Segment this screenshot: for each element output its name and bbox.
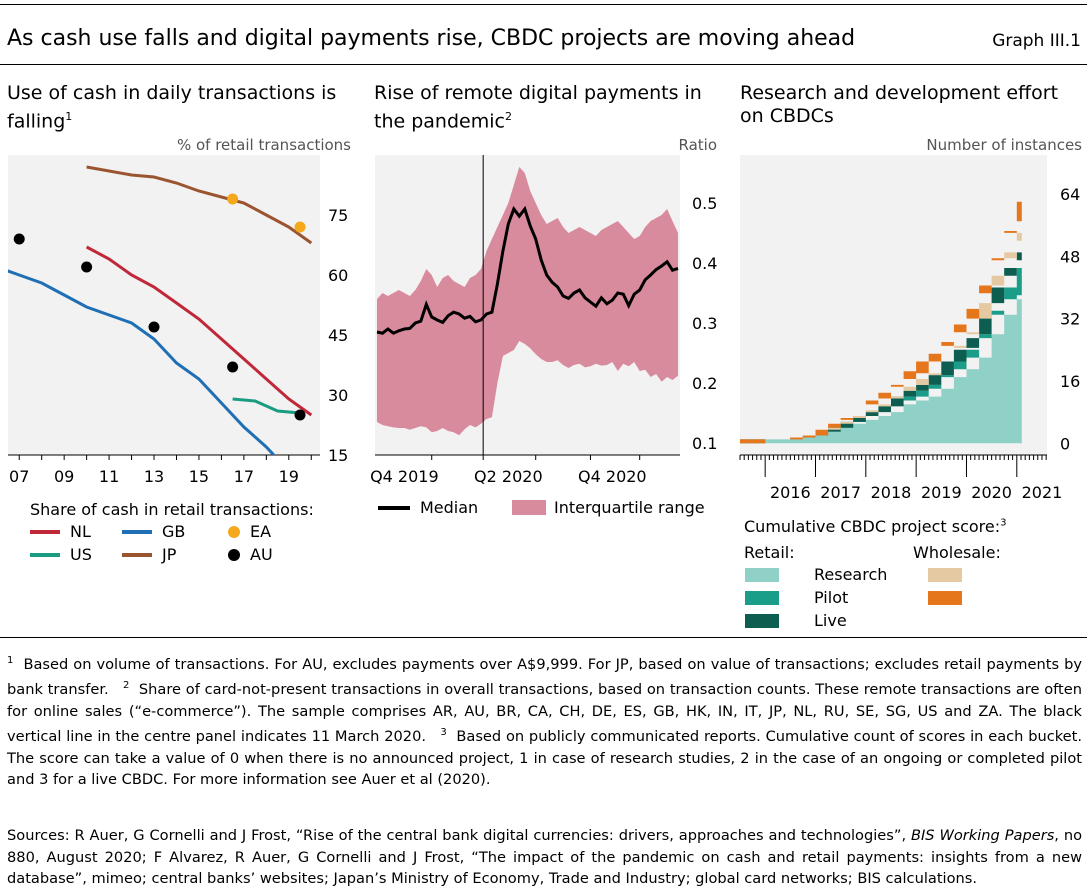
legend-median: Median [378, 498, 478, 517]
legend-live: Live [814, 611, 847, 630]
footnote-3: Based on publicly communicated reports. … [7, 728, 1083, 789]
plot-background [8, 155, 320, 455]
au-point [13, 233, 25, 245]
cbdc-effort-chart: 0 16 32 48 64 2016 2017 2018 2019 2020 2021 [739, 155, 1080, 502]
retail-research-area [740, 295, 1022, 444]
y-tick-label: 0.1 [692, 434, 717, 453]
gb-swatch [122, 529, 152, 534]
title-rule [0, 64, 1087, 65]
x-tick-label: 09 [54, 467, 74, 486]
us-line [232, 397, 301, 415]
x-tick-label: 2017 [820, 483, 861, 502]
footnote-1: Based on volume of transactions. For AU,… [7, 655, 1082, 699]
main-title: As cash use falls and digital payments r… [7, 26, 856, 51]
legend-au: AU [228, 545, 273, 564]
au-point [227, 361, 239, 373]
ea-point [294, 221, 306, 233]
retail-live-swatch [745, 614, 779, 628]
ea-point [227, 193, 239, 205]
y-tick-label: 0.2 [692, 374, 717, 393]
au-point [294, 409, 306, 421]
center-panel-title: Rise of remote digital payments in the p… [374, 82, 702, 133]
y-tick-label: 45 [328, 326, 348, 345]
remote-payments-chart: 0.1 0.2 0.3 0.4 0.5 Q4 2019 Q2 2020 Q4 2020 [370, 155, 717, 486]
x-tick-label: 11 [99, 467, 119, 486]
gb-line [8, 269, 276, 455]
x-tick-label: 2019 [921, 483, 962, 502]
legend-nl: NL [30, 522, 91, 541]
x-tick-label: 2018 [871, 483, 912, 502]
y-tick-label: 30 [328, 386, 348, 405]
legend-iqr: Interquartile range [512, 498, 705, 517]
au-point [81, 261, 93, 273]
nl-line [85, 245, 313, 417]
x-tick-label: Q2 2020 [474, 467, 543, 486]
legend-ea: EA [228, 522, 271, 541]
right-panel-title: Research and development effort on CBDCs [740, 82, 1059, 127]
x-tick-label: 2016 [770, 483, 811, 502]
jp-swatch [122, 552, 152, 557]
au-point [148, 321, 160, 333]
legend-us: US [30, 545, 92, 564]
y-tick-label: 75 [328, 206, 348, 225]
legend-jp: JP [122, 545, 176, 564]
au-swatch [228, 548, 240, 561]
x-tick-label: Q4 2019 [370, 467, 439, 486]
legend-pilot: Pilot [814, 588, 849, 607]
us-swatch [30, 552, 60, 557]
center-unit-label: Ratio [678, 136, 717, 154]
y-tick-label: 15 [328, 446, 348, 465]
y-tick-label: 0 [1060, 434, 1070, 453]
y-tick-label: 0.5 [692, 194, 717, 213]
wholesale-research-swatch [928, 568, 962, 582]
legend-research: Research [814, 565, 888, 584]
cash-use-chart: 15 30 45 60 75 07 09 11 13 15 17 19 [8, 155, 348, 486]
y-tick-label: 32 [1060, 310, 1080, 329]
sources: Sources: R Auer, G Cornelli and J Frost,… [7, 827, 1082, 887]
retail-pilot-swatch [745, 591, 779, 605]
footnotes: 1 Based on volume of transactions. For A… [7, 655, 1083, 789]
right-legend-title: Cumulative CBDC project score:3 [744, 517, 1007, 536]
x-tick-label: 2021 [1022, 483, 1063, 502]
wholesale-pilot-swatch [928, 591, 962, 605]
iqr-swatch [512, 500, 546, 515]
median-swatch [378, 505, 410, 510]
x-tick-label: 15 [189, 467, 209, 486]
left-panel-title: Use of cash in daily transactions is fal… [7, 82, 337, 133]
left-legend-title: Share of cash in retail transactions: [30, 500, 314, 519]
ea-swatch [228, 525, 240, 538]
retail-research-swatch [745, 568, 779, 582]
footnote-rule [0, 637, 1087, 638]
nl-swatch [30, 529, 60, 534]
y-tick-label: 16 [1060, 372, 1080, 391]
right-unit-label: Number of instances [926, 136, 1082, 154]
legend-gb: GB [122, 522, 185, 541]
median-line [376, 205, 679, 335]
x-tick-label: 07 [9, 467, 29, 486]
y-tick-label: 48 [1060, 247, 1080, 266]
y-tick-label: 60 [328, 266, 348, 285]
retail-label: Retail: [744, 543, 795, 562]
top-rule [0, 4, 1087, 5]
footnote-2: Share of card-not-present transactions i… [7, 681, 1082, 746]
y-tick-label: 64 [1060, 185, 1080, 204]
x-tick-label: 19 [279, 467, 299, 486]
interquartile-range-area [377, 167, 678, 436]
x-tick-label: 13 [144, 467, 164, 486]
x-tick-label: 2020 [971, 483, 1012, 502]
wholesale-label: Wholesale: [913, 543, 1001, 562]
x-tick-label: Q4 2020 [578, 467, 647, 486]
jp-line [86, 165, 313, 245]
graph-label: Graph III.1 [992, 31, 1081, 51]
left-unit-label: % of retail transactions [176, 136, 351, 154]
y-tick-label: 0.3 [692, 314, 717, 333]
y-tick-label: 0.4 [692, 254, 717, 273]
x-tick-label: 17 [234, 467, 254, 486]
